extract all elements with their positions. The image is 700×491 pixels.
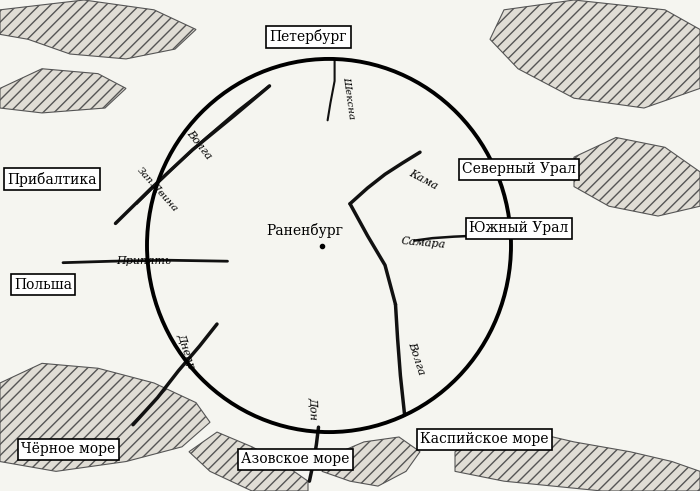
- Polygon shape: [490, 0, 700, 108]
- Text: Самара: Самара: [401, 236, 446, 250]
- Text: Зап.Двина: Зап.Двина: [135, 165, 180, 213]
- Text: Каспийское море: Каспийское море: [420, 433, 549, 446]
- Polygon shape: [0, 69, 126, 113]
- Text: Шексна: Шексна: [341, 76, 356, 120]
- Text: Раненбург: Раненбург: [266, 223, 343, 238]
- Text: Дон: Дон: [307, 397, 318, 420]
- Polygon shape: [189, 432, 308, 491]
- Text: Волга: Волга: [407, 341, 426, 376]
- Polygon shape: [0, 363, 210, 471]
- Text: Азовское море: Азовское море: [241, 452, 350, 466]
- Text: Прибалтика: Прибалтика: [7, 172, 97, 187]
- Polygon shape: [322, 437, 420, 486]
- Text: Южный Урал: Южный Урал: [469, 221, 568, 235]
- Text: Петербург: Петербург: [270, 29, 347, 44]
- Polygon shape: [455, 432, 700, 491]
- Text: Волга: Волга: [185, 128, 214, 162]
- Text: Чёрное море: Чёрное море: [21, 442, 116, 456]
- Text: Кама: Кама: [407, 167, 440, 191]
- Polygon shape: [574, 137, 700, 216]
- Text: Польша: Польша: [14, 278, 72, 292]
- Polygon shape: [0, 0, 196, 59]
- Text: Припять: Припять: [116, 256, 171, 266]
- Text: Днепр: Днепр: [175, 332, 196, 370]
- Text: Северный Урал: Северный Урал: [462, 163, 576, 176]
